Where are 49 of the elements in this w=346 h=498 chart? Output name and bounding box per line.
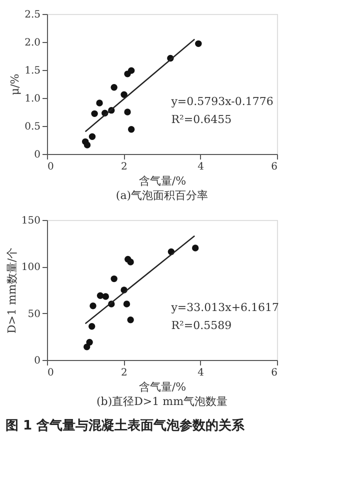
point bbox=[86, 338, 93, 346]
x-tick-label: 6 bbox=[271, 368, 278, 378]
y-tick-label: 50 bbox=[28, 308, 40, 320]
text: (b)直径D>1 mm气泡数量 bbox=[96, 395, 228, 408]
point bbox=[110, 275, 118, 282]
y-tick-label: 1.5 bbox=[24, 66, 40, 76]
y-tick-label: 0.5 bbox=[24, 122, 40, 132]
point bbox=[96, 292, 104, 299]
point bbox=[127, 316, 134, 324]
annotation: y=0.5793x-0.1776 bbox=[170, 95, 274, 108]
point bbox=[123, 300, 130, 308]
x-tick-label: 2 bbox=[120, 162, 128, 172]
point bbox=[110, 84, 118, 91]
point bbox=[127, 258, 134, 266]
x-tick-label: 0 bbox=[48, 162, 54, 172]
caption: 图 1 含气量与混凝土表面气泡参数的关系 bbox=[5, 418, 246, 434]
y-tick-label: 0 bbox=[34, 150, 40, 160]
y-tick-label: 150 bbox=[21, 216, 40, 226]
annotation: R²=0.5589 bbox=[171, 319, 232, 332]
point bbox=[192, 244, 199, 252]
y-tick-label: 2.0 bbox=[24, 38, 40, 48]
point bbox=[195, 40, 202, 48]
y-axis-title: μ/% bbox=[8, 74, 22, 96]
x-tick-label: 4 bbox=[198, 368, 204, 378]
y-tick-label: 1.0 bbox=[24, 94, 40, 104]
y-axis-title: D>1 mm数量/个 bbox=[5, 247, 18, 334]
text: (a)气泡面积百分率 bbox=[116, 189, 208, 202]
point bbox=[128, 126, 135, 133]
y-tick-label: 100 bbox=[21, 262, 40, 274]
point bbox=[102, 293, 110, 300]
x-tick-label: 4 bbox=[198, 162, 204, 172]
x-axis-title: 含气量/% bbox=[138, 174, 186, 188]
point bbox=[90, 302, 96, 310]
point bbox=[96, 100, 103, 106]
annotation: y=33.013x+6.1617 bbox=[170, 301, 280, 314]
x-tick-label: 0 bbox=[48, 368, 54, 378]
point bbox=[91, 110, 98, 118]
point bbox=[124, 108, 131, 116]
x-tick-label: 2 bbox=[120, 368, 128, 378]
point bbox=[120, 91, 128, 98]
y-tick-label: 0 bbox=[34, 356, 40, 366]
x-tick-label: 6 bbox=[271, 162, 278, 172]
x-axis-title: 含气量/% bbox=[138, 380, 186, 394]
annotation: R²=0.6455 bbox=[171, 113, 232, 126]
point bbox=[128, 67, 135, 74]
y-tick-label: 2.5 bbox=[24, 10, 40, 20]
point bbox=[84, 142, 91, 148]
point bbox=[88, 323, 96, 330]
point bbox=[88, 133, 96, 140]
